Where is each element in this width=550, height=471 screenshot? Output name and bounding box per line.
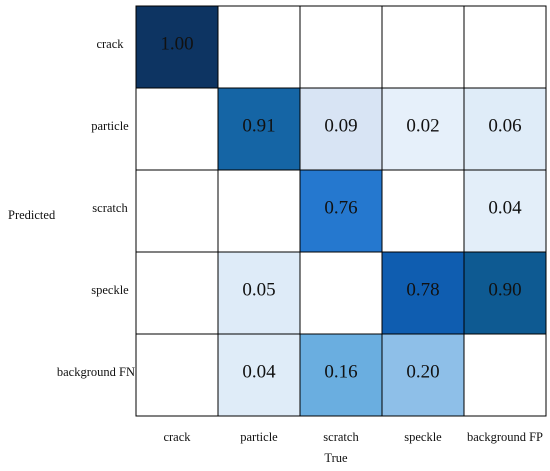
heatmap-cell-1-0 (135, 87, 219, 171)
cell-value-label-2-2: 0.76 (324, 197, 357, 218)
heatmap-cell-3-1 (217, 251, 301, 335)
y-tick-label-0: crack (96, 37, 124, 51)
heatmap-cell-2-3 (381, 169, 465, 253)
heatmap-cell-2-1 (217, 169, 301, 253)
heatmap-cell-3-0 (135, 251, 219, 335)
heatmap-cell-2-0 (135, 169, 219, 253)
heatmap-cell-1-4 (463, 87, 547, 171)
cell-value-label-4-2: 0.16 (324, 361, 357, 382)
heatmap-cell-0-2 (299, 5, 383, 89)
cell-value-label-1-4: 0.06 (488, 115, 521, 136)
heatmap-cell-3-4 (463, 251, 547, 335)
heatmap-cell-2-4 (463, 169, 547, 253)
cell-value-label-4-1: 0.04 (242, 361, 276, 382)
heatmap-cell-3-2 (299, 251, 383, 335)
cell-value-label-3-3: 0.78 (406, 279, 439, 300)
y-tick-labels: crack particle scratch speckle background FN (57, 37, 135, 379)
heatmap-cell-2-2 (299, 169, 383, 253)
y-tick-label-1: particle (91, 119, 129, 133)
x-tick-label-1: particle (240, 430, 278, 444)
heatmap-cell-4-4 (463, 333, 547, 417)
x-axis-title: True (324, 451, 348, 465)
x-tick-label-4: background FP (467, 430, 543, 444)
cell-value-label-0-0: 1.00 (160, 33, 193, 54)
heatmap-cell-0-4 (463, 5, 547, 89)
heatmap-cell-4-0 (135, 333, 219, 417)
cell-value-label-2-4: 0.04 (488, 197, 522, 218)
heatmap-cell-0-0 (135, 5, 219, 89)
heatmap-cell-labels: 1.00 0.91 0.09 0.02 0.06 0.76 0.04 0.05 0.78 0.90… (160, 33, 522, 382)
y-tick-label-2: scratch (92, 201, 128, 215)
heatmap-cell-0-1 (217, 5, 301, 89)
y-axis-title: Predicted (8, 208, 56, 222)
heatmap-cells (135, 5, 547, 417)
heatmap-cell-1-2 (299, 87, 383, 171)
x-tick-label-3: speckle (404, 430, 442, 444)
y-tick-label-4: background FN (57, 365, 135, 379)
cell-value-label-1-1: 0.91 (242, 115, 275, 136)
x-tick-label-0: crack (163, 430, 191, 444)
x-tick-label-2: scratch (323, 430, 359, 444)
x-tick-labels: crack particle scratch speckle background FP (163, 430, 543, 444)
cell-value-label-1-3: 0.02 (406, 115, 439, 136)
heatmap-cell-0-3 (381, 5, 465, 89)
cell-value-label-3-1: 0.05 (242, 279, 275, 300)
cell-value-label-4-3: 0.20 (406, 361, 439, 382)
y-tick-label-3: speckle (91, 283, 129, 297)
cell-value-label-1-2: 0.09 (324, 115, 357, 136)
heatmap-cell-4-2 (299, 333, 383, 417)
heatmap-cell-4-1 (217, 333, 301, 417)
cell-value-label-3-4: 0.90 (488, 279, 521, 300)
heatmap-cell-3-3 (381, 251, 465, 335)
